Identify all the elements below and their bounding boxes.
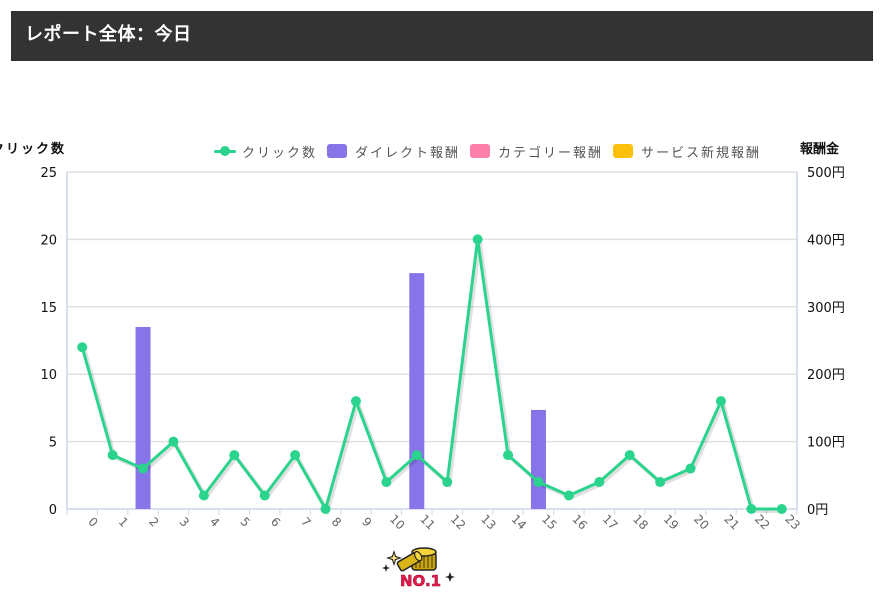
x-tick-label: 5 <box>237 515 252 530</box>
left-tick-label: 0 <box>49 503 57 518</box>
clicks-point <box>138 463 149 474</box>
x-tick-label: 11 <box>417 512 438 533</box>
clicks-point <box>168 436 179 447</box>
clicks-point <box>381 477 392 488</box>
report-chart: クリック数 報酬金 クリック数 ダイレクト報酬 カテゴリー報酬 サービス新規報酬… <box>0 130 888 610</box>
x-tick-label: 18 <box>630 512 651 533</box>
right-axis-title: 報酬金 <box>800 142 840 157</box>
clicks-point <box>746 504 757 514</box>
right-tick-label: 400円 <box>807 233 845 248</box>
reward-bar <box>530 409 546 509</box>
color-swatch-icon <box>327 144 348 158</box>
left-tick-label: 20 <box>40 233 57 248</box>
clicks-point <box>533 477 544 488</box>
clicks-point <box>715 396 726 407</box>
clicks-point <box>107 450 118 461</box>
gold-coins-icon <box>396 547 437 572</box>
page-title: レポート全体：今日 <box>25 24 192 45</box>
chart-legend: クリック数 ダイレクト報酬 カテゴリー報酬 サービス新規報酬 <box>214 142 771 161</box>
color-swatch-icon <box>613 144 634 158</box>
x-tick-label: 16 <box>569 512 590 533</box>
legend-label: サービス新規報酬 <box>641 145 762 161</box>
x-tick-label: 8 <box>329 515 344 530</box>
right-tick-label: 300円 <box>807 301 845 316</box>
clicks-line <box>80 237 782 511</box>
clicks-point <box>198 490 209 501</box>
x-tick-label: 13 <box>478 512 499 533</box>
clicks-point <box>350 396 361 407</box>
legend-item-clicks[interactable]: クリック数 <box>214 142 317 161</box>
clicks-point <box>259 490 270 501</box>
x-tick-label: 15 <box>539 512 560 533</box>
right-tick-label: 0円 <box>807 503 828 518</box>
clicks-point <box>685 463 696 474</box>
right-tick-label: 100円 <box>807 436 845 451</box>
legend-label: カテゴリー報酬 <box>498 145 604 161</box>
x-tick-label: 21 <box>721 512 742 533</box>
line-marker-icon <box>214 145 236 157</box>
clicks-point <box>290 450 301 461</box>
clicks-point <box>229 450 240 461</box>
clicks-point <box>472 234 483 245</box>
x-tick-label: 2 <box>146 515 161 530</box>
left-tick-label: 25 <box>40 166 57 181</box>
x-tick-label: 0 <box>85 515 100 530</box>
clicks-point <box>563 490 574 501</box>
x-tick-label: 4 <box>207 515 222 530</box>
x-tick-label: 10 <box>387 512 408 533</box>
right-tick-label: 500円 <box>807 166 845 181</box>
legend-item-category-reward[interactable]: カテゴリー報酬 <box>470 142 603 161</box>
legend-item-direct-reward[interactable]: ダイレクト報酬 <box>327 142 460 161</box>
clicks-point <box>776 504 787 514</box>
reward-bar <box>409 273 425 509</box>
x-tick-label: 1 <box>116 515 131 530</box>
report-header: レポート全体：今日 <box>11 11 873 61</box>
sparkle-icon <box>382 550 455 582</box>
x-tick-label: 9 <box>359 515 374 530</box>
reward-bar <box>135 327 151 509</box>
legend-label: ダイレクト報酬 <box>355 145 461 161</box>
x-tick-label: 12 <box>448 512 469 533</box>
clicks-point <box>320 504 331 514</box>
x-tick-label: 6 <box>268 515 283 530</box>
left-axis-title: クリック数 <box>0 142 66 157</box>
x-tick-label: 20 <box>691 512 712 533</box>
clicks-point <box>655 477 666 488</box>
no1-logo: NO.1 <box>382 547 455 590</box>
left-tick-label: 15 <box>40 301 57 316</box>
x-tick-label: 14 <box>509 512 530 533</box>
clicks-point <box>411 450 422 461</box>
clicks-point <box>77 342 88 353</box>
x-tick-label: 19 <box>661 512 682 533</box>
x-tick-label: 17 <box>600 512 621 533</box>
x-tick-label: 23 <box>782 512 803 533</box>
clicks-point <box>503 450 514 461</box>
x-tick-label: 7 <box>298 515 313 530</box>
right-tick-label: 200円 <box>807 368 845 383</box>
clicks-point <box>624 450 635 461</box>
left-tick-label: 10 <box>40 368 57 383</box>
left-tick-label: 5 <box>49 436 57 451</box>
clicks-point <box>594 477 605 488</box>
no1-text: NO.1 <box>400 572 441 590</box>
legend-label: クリック数 <box>242 145 318 161</box>
legend-item-service-new-reward[interactable]: サービス新規報酬 <box>613 142 761 161</box>
x-tick-label: 22 <box>752 512 773 533</box>
clicks-point <box>442 477 453 488</box>
color-swatch-icon <box>470 144 491 158</box>
x-tick-label: 3 <box>177 515 192 530</box>
